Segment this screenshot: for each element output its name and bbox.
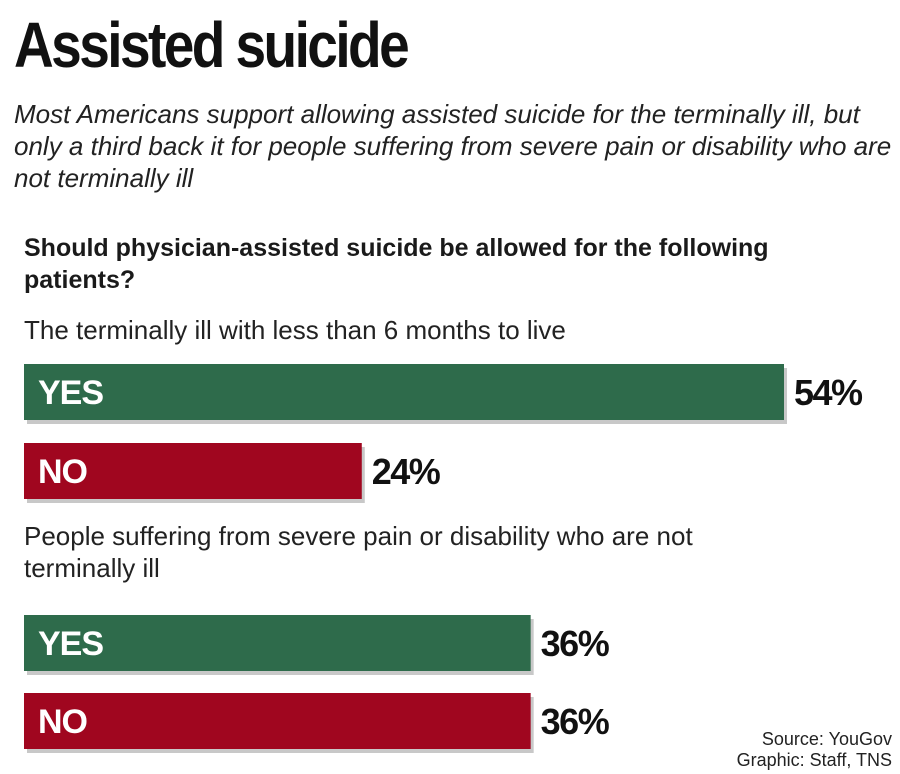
source-note: Source: YouGov Graphic: Staff, TNS xyxy=(737,729,892,771)
chart-subtitle: Most Americans support allowing assisted… xyxy=(14,99,892,193)
credit-line: Graphic: Staff, TNS xyxy=(736,750,892,770)
group-2-no-value-label: 36% xyxy=(541,701,610,742)
group-label-not-terminally-ill: People suffering from severe pain or dis… xyxy=(24,521,693,583)
group-1-yes-bar xyxy=(24,364,784,420)
group-label-terminally-ill: The terminally ill with less than 6 mont… xyxy=(24,315,566,345)
survey-question: Should physician-assisted suicide be all… xyxy=(24,234,769,294)
chart-title: Assisted suicide xyxy=(14,9,410,81)
group-1-no-bar-label: NO xyxy=(38,453,88,491)
group-1-yes-value-label: 54% xyxy=(794,372,863,413)
group-1-no-value-label: 24% xyxy=(372,451,441,492)
group-1-no-bar xyxy=(24,443,362,499)
group-2-yes-value-label: 36% xyxy=(541,623,610,664)
source-line: Source: YouGov xyxy=(761,729,892,749)
group-2-yes-bar-label: YES xyxy=(38,625,103,663)
group-2-no-bar xyxy=(24,693,531,749)
group-2-yes-bar xyxy=(24,615,531,671)
group-2-no-bar-label: NO xyxy=(38,703,88,741)
group-1-yes-bar-label: YES xyxy=(38,374,103,412)
